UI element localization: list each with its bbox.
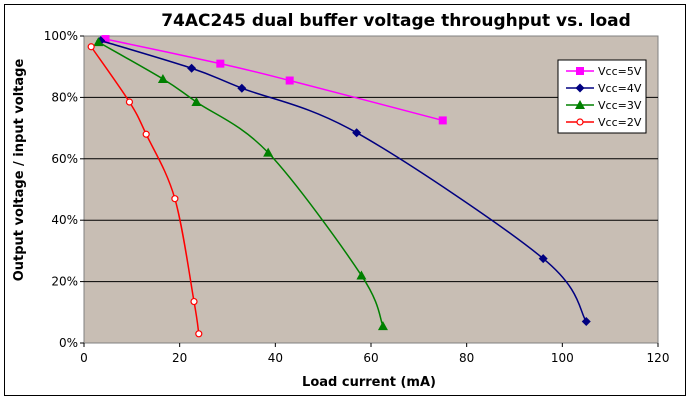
legend-label: Vcc=2V xyxy=(598,116,642,129)
data-point xyxy=(438,116,447,125)
data-point xyxy=(157,73,168,83)
data-point xyxy=(191,97,202,107)
data-point xyxy=(125,98,134,106)
series-3 xyxy=(87,43,203,338)
data-point xyxy=(87,43,95,51)
data-point xyxy=(285,76,294,85)
y-tick-label: 80% xyxy=(51,90,78,104)
chart-title: 74AC245 dual buffer voltage throughput v… xyxy=(161,11,631,31)
series-2 xyxy=(93,37,388,331)
x-axis-label: Load current (mA) xyxy=(302,375,436,390)
legend-label: Vcc=3V xyxy=(598,99,642,112)
x-tick-label: 20 xyxy=(172,351,187,365)
data-point xyxy=(195,330,203,338)
data-point xyxy=(142,130,150,138)
y-tick-label: 40% xyxy=(51,213,78,227)
x-tick-label: 40 xyxy=(268,351,283,365)
x-tick-label: 60 xyxy=(363,351,378,365)
y-tick-label: 60% xyxy=(51,152,78,166)
data-point xyxy=(216,59,225,68)
data-point xyxy=(101,35,110,44)
x-tick-label: 100 xyxy=(551,351,574,365)
data-point xyxy=(352,128,362,138)
legend-marker xyxy=(575,100,585,109)
data-point xyxy=(171,195,179,203)
data-point xyxy=(190,297,198,306)
data-point xyxy=(538,254,548,264)
legend-label: Vcc=5V xyxy=(598,65,642,78)
x-axis-ticks: 0 20 40 60 80 100 120 xyxy=(80,343,669,365)
y-tick-label: 20% xyxy=(51,275,78,289)
data-point xyxy=(356,270,367,280)
data-point xyxy=(263,147,274,157)
series-0 xyxy=(101,35,447,125)
x-tick-label: 120 xyxy=(647,351,670,365)
data-point xyxy=(237,83,247,93)
x-tick-label: 0 xyxy=(80,351,88,365)
legend: Vcc=5V Vcc=4V Vcc=3V Vcc=2V xyxy=(557,59,647,134)
data-point xyxy=(377,321,388,331)
y-axis-label: Output voltage / input voltage xyxy=(12,59,27,282)
data-point xyxy=(187,63,197,73)
x-tick-label: 80 xyxy=(459,351,474,365)
series-line xyxy=(105,38,443,122)
legend-box xyxy=(557,59,647,134)
y-tick-label: 100% xyxy=(44,29,78,43)
legend-marker xyxy=(576,67,584,75)
series-group xyxy=(87,35,591,338)
legend-marker xyxy=(576,118,584,126)
data-point xyxy=(581,317,591,327)
legend-label: Vcc=4V xyxy=(598,82,642,95)
y-axis-ticks: 0% 20% 40% 60% 80% 100% xyxy=(44,29,84,350)
y-tick-label: 0% xyxy=(59,336,78,350)
data-point xyxy=(93,37,104,47)
legend-marker xyxy=(575,83,585,93)
